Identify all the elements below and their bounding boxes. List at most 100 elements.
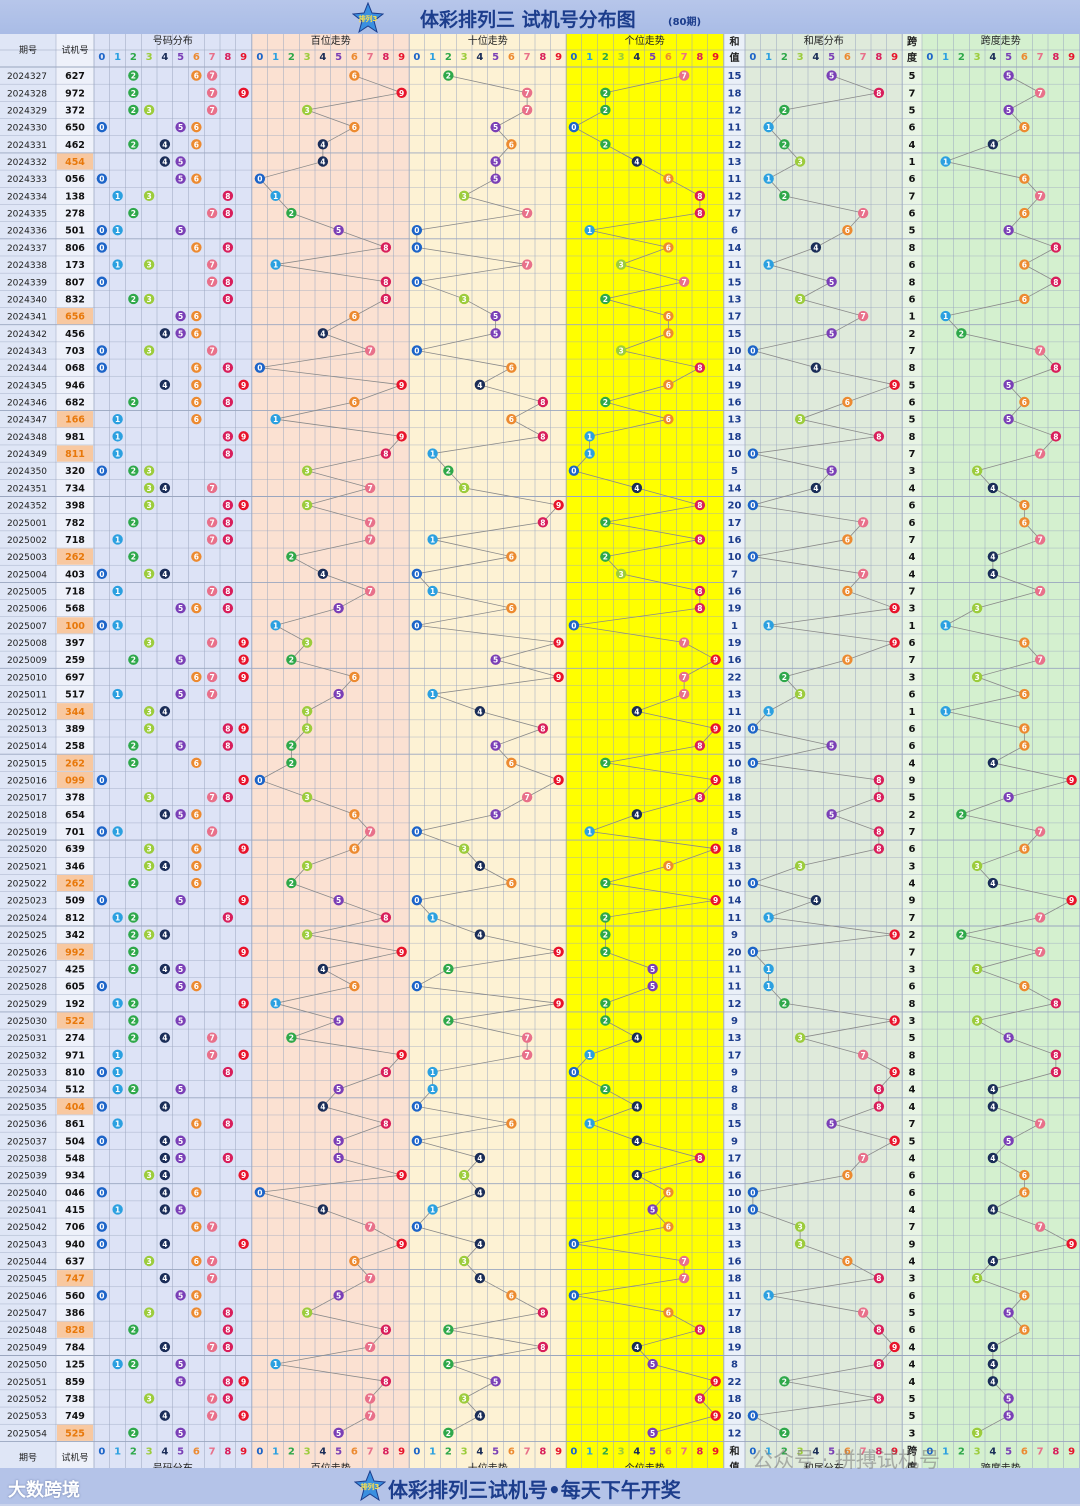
span_trend-ball [987, 1341, 999, 1353]
span_trend-ball-label: 6 [1022, 1171, 1027, 1180]
tens-ball-label: 4 [477, 1274, 482, 1283]
distribution-ball-label: 7 [210, 690, 215, 699]
hundreds-ball [380, 1118, 392, 1129]
span_trend-ball [1019, 396, 1030, 408]
units-ball [678, 1255, 690, 1267]
distribution-ball [112, 912, 123, 923]
distribution-ball [175, 310, 186, 322]
tens-ball [443, 1427, 454, 1439]
sum_tail-ball-label: 3 [798, 295, 803, 304]
digit-header: 4 [633, 52, 640, 63]
period-cell: 2024336 [7, 227, 47, 237]
span-value: 5 [909, 793, 916, 804]
distribution-ball [96, 568, 108, 580]
distribution-ball-label: 4 [162, 1154, 167, 1163]
hundreds-ball [364, 1221, 376, 1232]
units-ball [631, 1032, 643, 1043]
hundreds-ball-label: 3 [305, 106, 310, 115]
units-ball [694, 207, 706, 219]
span-value: 6 [909, 638, 916, 649]
digit-header: 0 [256, 52, 263, 63]
distribution-ball [159, 1152, 171, 1164]
sum-value: 15 [728, 1119, 742, 1130]
footer-bar: 大数跨境 排列3 体彩排列三试机号•每天下午开奖 [0, 1468, 1080, 1504]
trial-number: 971 [65, 1050, 85, 1061]
tens-ball-label: 7 [525, 261, 530, 270]
span_trend-ball-label: 7 [1038, 828, 1043, 837]
span-value: 6 [909, 690, 916, 701]
digit-header: 5 [492, 1446, 499, 1457]
tens-ball-label: 9 [556, 776, 561, 785]
sum_tail-ball [873, 1084, 885, 1095]
units-ball-label: 8 [697, 1394, 702, 1403]
sum_tail-ball-label: 5 [829, 810, 834, 819]
hundreds-ball-label: 7 [368, 1274, 373, 1283]
distribution-ball [222, 431, 234, 442]
tens-ball-label: 1 [430, 690, 435, 699]
distribution-ball [222, 293, 234, 305]
span_trend-ball-label: 7 [1038, 89, 1043, 98]
units-ball [584, 431, 595, 442]
tens-ball-label: 0 [414, 243, 419, 252]
sum-header: 值 [730, 51, 740, 64]
trial-number: 568 [65, 604, 85, 615]
period-header: 期号 [19, 45, 37, 56]
tens-ball [443, 1358, 454, 1370]
distribution-ball [143, 637, 155, 648]
sum_tail-ball-label: 7 [861, 518, 866, 527]
trial-number: 125 [65, 1360, 85, 1371]
hundreds-ball [270, 1358, 281, 1370]
trial-number: 560 [65, 1291, 85, 1302]
distribution-ball [191, 1187, 202, 1198]
sum_tail-ball-label: 2 [782, 106, 787, 115]
distribution-ball-label: 7 [210, 1257, 215, 1266]
units-ball-label: 8 [697, 209, 702, 218]
sum_tail-ball [747, 1410, 759, 1421]
span_trend-ball [1003, 1032, 1014, 1043]
units-ball [647, 1204, 658, 1215]
distribution-ball-label: 7 [210, 1394, 215, 1403]
hundreds-ball [380, 293, 392, 305]
span_trend-ball [1034, 912, 1046, 923]
sum_tail-ball-label: 7 [861, 312, 866, 321]
sum_tail-ball [810, 362, 822, 373]
sum_tail-ball [779, 139, 790, 150]
sum-value: 20 [728, 501, 742, 512]
distribution-ball-label: 5 [178, 157, 183, 166]
hundreds-ball [364, 1272, 376, 1284]
hundreds-ball-label: 5 [336, 1085, 341, 1094]
digit-header: 5 [335, 1446, 342, 1457]
distribution-ball-label: 3 [147, 793, 152, 802]
digit-header: 6 [193, 52, 200, 63]
sum_tail-ball [779, 104, 790, 116]
span_trend-ball-label: 1 [943, 707, 948, 716]
distribution-ball [159, 379, 171, 391]
digit-header: 2 [130, 52, 137, 63]
distribution-ball-label: 4 [162, 381, 167, 390]
sum_tail-ball-label: 2 [782, 1429, 787, 1438]
distribution-ball-label: 7 [210, 1343, 215, 1352]
tens-ball-label: 7 [525, 209, 530, 218]
units-ball-label: 0 [571, 467, 576, 476]
distribution-ball-label: 1 [115, 261, 120, 270]
trial-number: 372 [65, 105, 85, 116]
units-ball [694, 1152, 706, 1164]
distribution-ball [159, 328, 171, 339]
hundreds-ball-label: 5 [336, 1137, 341, 1146]
distribution-ball [96, 173, 108, 184]
digit-header: 7 [681, 52, 688, 63]
sum_tail-ball [857, 517, 869, 528]
digit-header: 0 [570, 1446, 577, 1457]
digit-header: 6 [1021, 52, 1028, 63]
distribution-ball-label: 3 [147, 192, 152, 201]
span_trend-ball-label: 2 [959, 931, 964, 940]
hundreds-ball [380, 276, 392, 287]
tens-ball-label: 5 [493, 175, 498, 184]
period-cell: 2024338 [7, 261, 47, 271]
distribution-ball-label: 0 [99, 226, 104, 235]
span_trend-ball [1019, 121, 1030, 133]
span-value: 7 [909, 88, 916, 99]
sum_tail-ball-label: 2 [782, 1377, 787, 1386]
span_trend-ball [1019, 259, 1030, 270]
units-ball [568, 1290, 580, 1301]
